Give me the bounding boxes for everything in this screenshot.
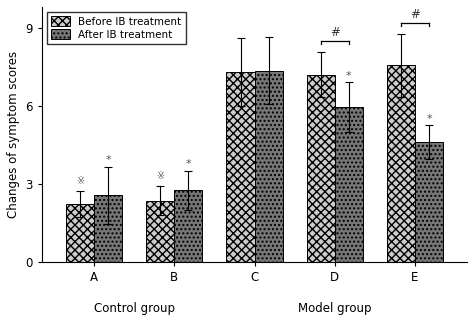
Text: #: # [410, 8, 420, 21]
Text: *: * [185, 159, 191, 169]
Bar [307, 75, 335, 262]
Text: ※: ※ [76, 176, 84, 186]
Bar [335, 107, 363, 262]
Bar [387, 65, 415, 262]
Bar [66, 204, 94, 262]
Text: #: # [330, 26, 340, 40]
Bar [255, 71, 283, 262]
Bar [146, 200, 174, 262]
Text: ※: ※ [156, 171, 164, 181]
Bar [94, 195, 122, 262]
Text: Model group: Model group [298, 302, 372, 315]
Bar [227, 72, 255, 262]
Bar [174, 190, 202, 262]
Text: *: * [346, 71, 352, 81]
Legend: Before IB treatment, After IB treatment: Before IB treatment, After IB treatment [47, 12, 186, 44]
Text: *: * [105, 155, 111, 165]
Text: Control group: Control group [94, 302, 175, 315]
Text: *: * [426, 114, 432, 124]
Y-axis label: Changes of symptom scores: Changes of symptom scores [7, 51, 20, 218]
Bar [415, 142, 443, 262]
